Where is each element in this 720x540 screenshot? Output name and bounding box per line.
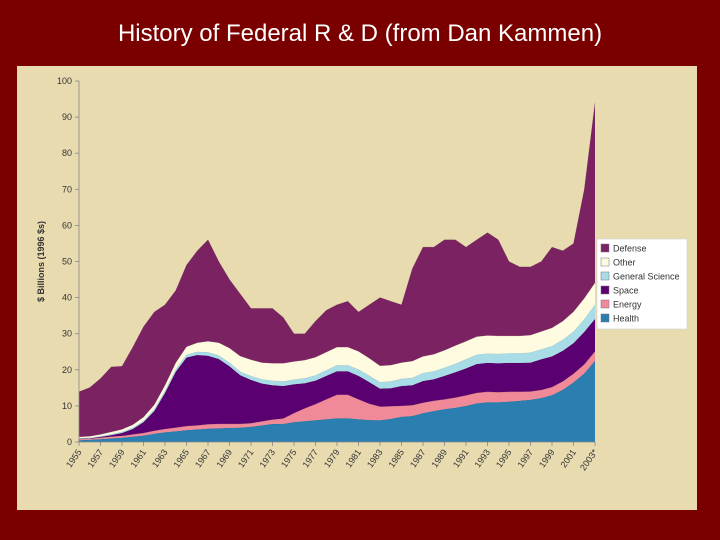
- x-tick-label: 1995: [494, 447, 514, 469]
- y-tick-label: 0: [67, 437, 72, 447]
- x-tick-label: 1989: [429, 447, 449, 469]
- legend-box: [596, 238, 688, 330]
- x-tick-label: 1971: [236, 447, 256, 469]
- x-tick-label: 1977: [300, 447, 320, 469]
- x-tick-label: 1997: [515, 447, 535, 469]
- legend-label-space: Space: [613, 286, 639, 296]
- y-tick-label: 80: [62, 148, 72, 158]
- area-edge-defense: [78, 102, 596, 393]
- legend-swatch-health: [600, 313, 610, 323]
- x-tick-label: 2001: [558, 447, 578, 469]
- area-energy: [79, 351, 595, 441]
- legend-label-general-science: General Science: [613, 272, 680, 282]
- area-space: [79, 318, 595, 440]
- y-axis: 0 10 20 30 40 50 60 70 80 90 100 $ Billions (1996 $…: [36, 76, 80, 447]
- x-tick-label: 1991: [451, 447, 471, 469]
- x-tick-label: 1969: [214, 447, 234, 469]
- x-tick-label: 2003*: [578, 447, 600, 472]
- x-tick-label: 1983: [365, 447, 385, 469]
- stacked-area-chart: 0 10 20 30 40 50 60 70 80 90 100 $ Billions (1996 $…: [36, 76, 688, 472]
- legend-label-health: Health: [613, 314, 639, 324]
- x-tick-label: 1999: [537, 447, 557, 469]
- x-tick-label: 1963: [150, 447, 170, 469]
- chart-panel: 0 10 20 30 40 50 60 70 80 90 100 $ Billions (1996 $…: [17, 66, 697, 510]
- legend-swatch-space: [600, 285, 610, 295]
- x-tick-label: 1965: [171, 447, 191, 469]
- legend-swatch-defense: [600, 243, 610, 253]
- x-tick-label: 1973: [257, 447, 277, 469]
- y-tick-label: 20: [62, 365, 72, 375]
- y-tick-label: 50: [62, 257, 72, 267]
- legend-swatch-other: [600, 257, 610, 267]
- x-tick-label: 1975: [279, 447, 299, 469]
- legend-label-energy: Energy: [613, 300, 642, 310]
- y-tick-label: 60: [62, 220, 72, 230]
- legend-swatch-general-science: [600, 271, 610, 281]
- area-defense: [79, 102, 595, 437]
- area-health: [79, 360, 595, 442]
- x-tick-label: 1993: [472, 447, 492, 469]
- y-tick-label: 10: [62, 401, 72, 411]
- legend-label-other: Other: [613, 258, 636, 268]
- x-tick-label: 1981: [343, 447, 363, 469]
- x-tick-label: 1961: [128, 447, 148, 469]
- legend-swatch-energy: [600, 299, 610, 309]
- x-axis: 1955 1957 1959 1961 1963 1965 1967 1969 1971 1973…: [64, 441, 600, 472]
- legend-label-defense: Defense: [613, 244, 647, 254]
- x-tick-label: 1957: [85, 447, 105, 469]
- x-tick-label: 1959: [107, 447, 127, 469]
- y-tick-label: 90: [62, 112, 72, 122]
- y-tick-label: 100: [57, 76, 72, 86]
- x-tick-label: 1979: [322, 447, 342, 469]
- area-series-group: [78, 102, 596, 442]
- slide-title: History of Federal R & D (from Dan Kamme…: [117, 20, 603, 47]
- legend: Defense Other General Science Space Energy He…: [596, 238, 688, 330]
- y-axis-label: $ Billions (1996 $s): [36, 221, 46, 302]
- x-tick-label: 1955: [64, 447, 84, 469]
- y-tick-label: 40: [62, 293, 72, 303]
- y-tick-label: 70: [62, 184, 72, 194]
- x-tick-label: 1987: [408, 447, 428, 469]
- x-tick-label: 1985: [386, 447, 406, 469]
- y-tick-label: 30: [62, 329, 72, 339]
- x-tick-label: 1967: [193, 447, 213, 469]
- area-other: [79, 282, 595, 438]
